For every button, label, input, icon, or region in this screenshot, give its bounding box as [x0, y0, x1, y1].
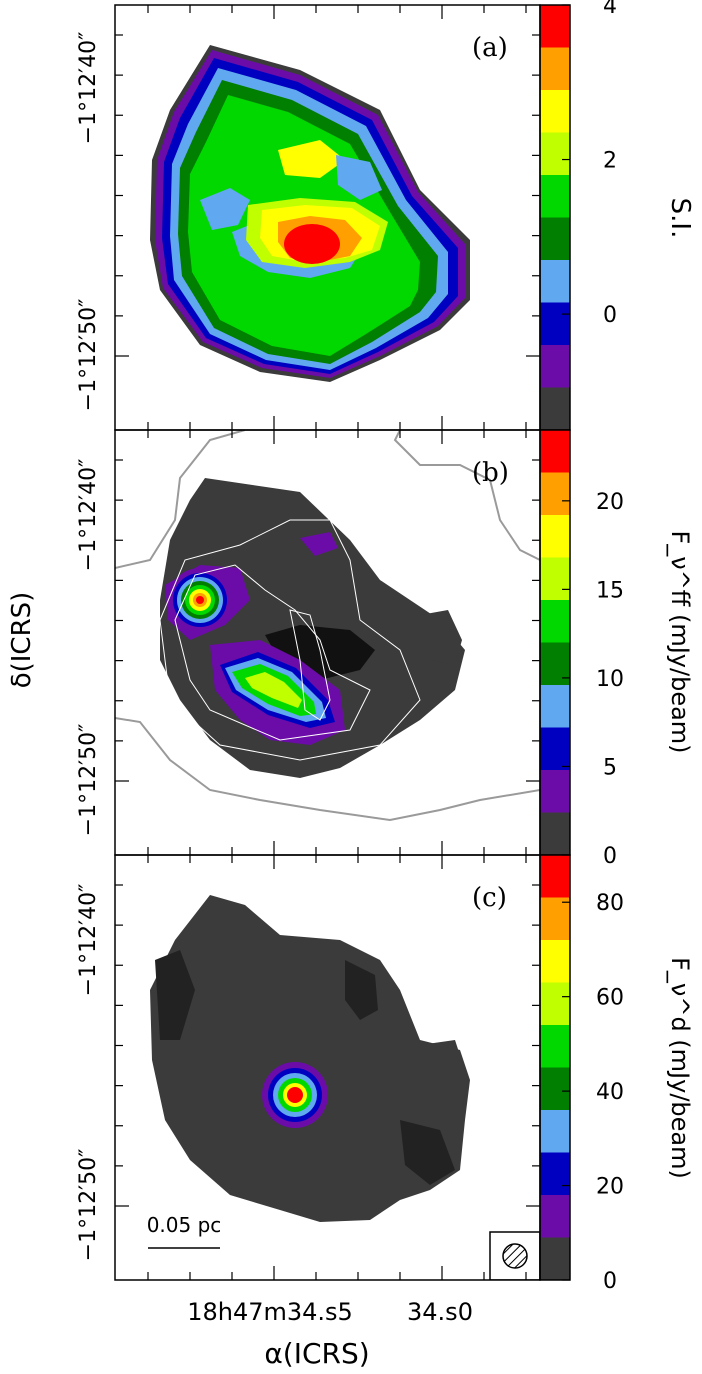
panel-b-ytick-2: −1°12′50″ — [76, 724, 101, 837]
panel-frames — [114, 4, 541, 1281]
panel-b-ytick-1: −1°12′40″ — [76, 459, 101, 572]
colorbars — [539, 4, 571, 1281]
colorbar-2-segment-1 — [540, 897, 570, 941]
colorbar-0-tick-label-2: 0 — [603, 303, 617, 328]
panel-a — [150, 45, 470, 382]
panel-c-source-red — [287, 1087, 303, 1103]
colorbar-0-segment-2 — [540, 90, 570, 133]
colorbar-1-segment-5 — [540, 642, 570, 686]
colorbar-2-segment-9 — [540, 1237, 570, 1281]
colorbar-b-title: F_ν^ff (mJy/beam) — [666, 530, 694, 753]
panel-a-peak — [284, 224, 340, 264]
colorbar-1-segment-7 — [540, 727, 570, 771]
panel-a-inner-lightblue — [200, 188, 250, 230]
colorbar-a-title: S.I. — [665, 198, 695, 239]
panel-b-gray-contour-outer — [115, 430, 540, 822]
panel-a-ytick-1: −1°12′40″ — [76, 32, 101, 145]
colorbar-0-tick-label-0: 4 — [603, 0, 617, 19]
colorbar-1-tick-label-3: 5 — [603, 755, 617, 780]
colorbar-1-tick-label-4: 0 — [603, 844, 617, 869]
colorbar-0-segment-1 — [540, 47, 570, 91]
colorbar-1-segment-0 — [540, 430, 570, 473]
colorbar-2-segment-3 — [540, 982, 570, 1026]
x-tick-1: 18h47m34.s5 — [187, 1298, 353, 1326]
panel-b-white-contour-2 — [174, 564, 371, 741]
colorbar-2-segment-2 — [540, 940, 570, 983]
colorbar-1-tick-label-2: 10 — [596, 667, 624, 692]
colorbar-0-segment-4 — [540, 175, 570, 218]
colorbar-1-segment-6 — [540, 685, 570, 728]
panel-a-label: (a) — [472, 33, 508, 63]
panel-b-purple-3 — [300, 532, 338, 556]
colorbar-1-segment-9 — [540, 812, 570, 856]
colorbar-1-segment-8 — [540, 770, 570, 813]
colorbar-2-tick-label-4: 0 — [603, 1269, 617, 1294]
panel-a-ytick-2: −1°12′50″ — [76, 299, 101, 412]
colorbar-2-tick-label-2: 40 — [596, 1080, 624, 1105]
scalebar-label: 0.05 pc — [147, 1213, 222, 1237]
axis-ticks — [115, 4, 570, 1281]
colorbar-2-tick-label-0: 80 — [596, 891, 624, 916]
panel-b-white-contour-1 — [159, 519, 421, 761]
colorbar-0-tick-label-1: 2 — [603, 149, 617, 174]
colorbar-0-segment-6 — [540, 260, 570, 303]
colorbar-2-segment-5 — [540, 1067, 570, 1111]
panel-b-source-red — [196, 596, 204, 604]
colorbar-0-segment-0 — [540, 5, 570, 48]
panel-c-label: (c) — [472, 883, 507, 913]
panel-c-dark-3 — [400, 1120, 455, 1185]
colorbar-2-tick-label-1: 60 — [596, 986, 624, 1011]
panel-a-right-lightblue — [336, 155, 382, 200]
panel-b — [115, 430, 540, 822]
x-tick-2: 34.s0 — [407, 1298, 473, 1326]
colorbar-0-segment-7 — [540, 302, 570, 346]
colorbar-0-segment-9 — [540, 387, 570, 431]
panel-c-ytick-2: −1°12′50″ — [76, 1149, 101, 1262]
colorbar-0-segment-5 — [540, 217, 570, 261]
colorbar-2-segment-0 — [540, 855, 570, 898]
colorbar-0-segment-3 — [540, 132, 570, 176]
colorbar-1-tick-label-1: 15 — [596, 578, 624, 603]
colorbar-1-segment-4 — [540, 600, 570, 643]
panel-b-label: (b) — [472, 458, 509, 488]
panel-b-right-blob — [420, 610, 462, 665]
panel-a-inner-yellow — [278, 140, 345, 178]
colorbar-2-segment-8 — [540, 1195, 570, 1238]
panel-c-dark-1 — [155, 950, 195, 1040]
panel-b-white-contour-3 — [289, 609, 331, 721]
panel-c-envelope — [150, 895, 470, 1222]
colorbar-2-segment-6 — [540, 1110, 570, 1153]
y-axis-title: δ(ICRS) — [7, 592, 37, 689]
panel-c — [148, 895, 540, 1280]
beam-ellipse — [502, 1243, 528, 1269]
colorbar-2-segment-4 — [540, 1025, 570, 1068]
colorbar-1-segment-1 — [540, 472, 570, 516]
colorbar-2-segment-7 — [540, 1152, 570, 1196]
colorbar-c-title: F_ν^d (mJy/beam) — [666, 957, 694, 1179]
panel-b-arc-yellow — [245, 672, 302, 708]
panel-c-ytick-1: −1°12′40″ — [76, 884, 101, 997]
colorbar-1-segment-3 — [540, 557, 570, 601]
panel-c-right-lobe — [420, 1040, 468, 1110]
colorbar-2-tick-label-3: 20 — [596, 1175, 624, 1200]
colorbar-1-tick-label-0: 20 — [596, 490, 624, 515]
panel-c-dark-2 — [345, 960, 378, 1020]
colorbar-1-segment-2 — [540, 515, 570, 558]
colorbar-0-segment-8 — [540, 345, 570, 388]
x-axis-title: α(ICRS) — [264, 1337, 369, 1370]
